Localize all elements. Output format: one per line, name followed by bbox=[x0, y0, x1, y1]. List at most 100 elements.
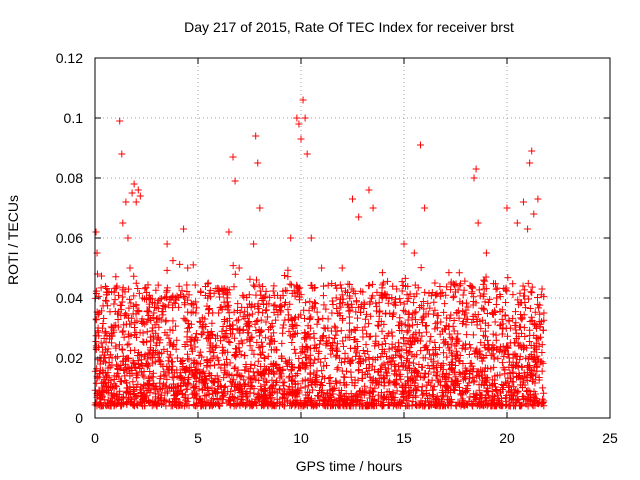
data-point bbox=[306, 359, 314, 367]
data-point bbox=[236, 325, 244, 333]
data-point bbox=[470, 377, 478, 385]
data-point bbox=[127, 320, 135, 328]
data-point bbox=[159, 308, 167, 316]
data-point bbox=[432, 371, 440, 379]
data-point bbox=[388, 396, 396, 404]
data-point bbox=[524, 402, 532, 410]
data-point bbox=[303, 150, 311, 158]
data-point bbox=[538, 341, 546, 349]
data-point bbox=[339, 337, 347, 345]
data-point bbox=[190, 372, 198, 380]
data-point bbox=[144, 374, 152, 382]
data-point bbox=[114, 316, 122, 324]
data-point bbox=[198, 385, 206, 393]
data-point bbox=[286, 280, 294, 288]
data-point bbox=[468, 367, 476, 375]
data-point bbox=[531, 308, 539, 316]
data-point bbox=[230, 308, 238, 316]
data-point bbox=[326, 373, 334, 381]
data-point bbox=[110, 376, 118, 384]
data-point bbox=[412, 366, 420, 374]
data-point bbox=[213, 395, 221, 403]
data-point bbox=[317, 358, 325, 366]
data-point bbox=[98, 384, 106, 392]
data-point bbox=[434, 401, 442, 409]
data-point bbox=[302, 299, 310, 307]
data-point bbox=[184, 375, 192, 383]
data-point bbox=[444, 383, 452, 391]
data-point bbox=[501, 347, 509, 355]
data-point bbox=[361, 382, 369, 390]
y-tick-label: 0.12 bbox=[56, 50, 83, 66]
data-point bbox=[244, 319, 252, 327]
data-point bbox=[319, 292, 327, 300]
data-point bbox=[151, 398, 159, 406]
data-point bbox=[474, 310, 482, 318]
data-point bbox=[212, 334, 220, 342]
data-point bbox=[161, 329, 169, 337]
data-point bbox=[301, 383, 309, 391]
data-point bbox=[361, 323, 369, 331]
data-point bbox=[437, 292, 445, 300]
data-point bbox=[377, 353, 385, 361]
data-point bbox=[480, 331, 488, 339]
data-point bbox=[525, 295, 533, 303]
data-point bbox=[229, 153, 237, 161]
data-point bbox=[102, 382, 110, 390]
data-point bbox=[316, 396, 324, 404]
data-point bbox=[493, 284, 501, 292]
data-point bbox=[110, 328, 118, 336]
data-point bbox=[421, 369, 429, 377]
data-point bbox=[208, 355, 216, 363]
data-point bbox=[276, 366, 284, 374]
data-point bbox=[233, 307, 241, 315]
data-point bbox=[117, 311, 125, 319]
data-point bbox=[388, 312, 396, 320]
x-tick-label: 0 bbox=[91, 430, 99, 446]
data-point bbox=[378, 294, 386, 302]
data-point bbox=[150, 309, 158, 317]
data-point bbox=[113, 353, 121, 361]
data-point bbox=[406, 323, 414, 331]
data-point bbox=[336, 281, 344, 289]
data-point bbox=[122, 310, 130, 318]
data-point bbox=[476, 351, 484, 359]
data-point bbox=[125, 340, 133, 348]
data-point bbox=[506, 358, 514, 366]
data-point bbox=[216, 382, 224, 390]
data-point bbox=[416, 337, 424, 345]
data-point bbox=[358, 301, 366, 309]
data-point bbox=[154, 353, 162, 361]
data-point bbox=[239, 291, 247, 299]
data-point bbox=[391, 378, 399, 386]
data-point bbox=[250, 350, 258, 358]
data-point bbox=[112, 344, 120, 352]
data-point bbox=[365, 320, 373, 328]
data-point bbox=[481, 327, 489, 335]
data-point bbox=[112, 321, 120, 329]
data-point bbox=[230, 394, 238, 402]
data-point bbox=[246, 275, 254, 283]
data-point bbox=[445, 269, 453, 277]
data-point bbox=[255, 332, 263, 340]
data-point bbox=[492, 301, 500, 309]
data-point bbox=[192, 298, 200, 306]
data-point bbox=[477, 339, 485, 347]
y-axis-label: ROTI / TECUs bbox=[5, 195, 21, 285]
data-point bbox=[274, 365, 282, 373]
data-point bbox=[107, 390, 115, 398]
data-point bbox=[362, 401, 370, 409]
data-point bbox=[450, 292, 458, 300]
data-point bbox=[231, 363, 239, 371]
data-point bbox=[243, 336, 251, 344]
data-point bbox=[452, 373, 460, 381]
data-point bbox=[175, 303, 183, 311]
data-point bbox=[436, 330, 444, 338]
data-point bbox=[216, 402, 224, 410]
data-point bbox=[468, 318, 476, 326]
data-point bbox=[142, 284, 150, 292]
data-point bbox=[429, 346, 437, 354]
data-point bbox=[215, 360, 223, 368]
data-point bbox=[431, 279, 439, 287]
data-point bbox=[231, 270, 239, 278]
